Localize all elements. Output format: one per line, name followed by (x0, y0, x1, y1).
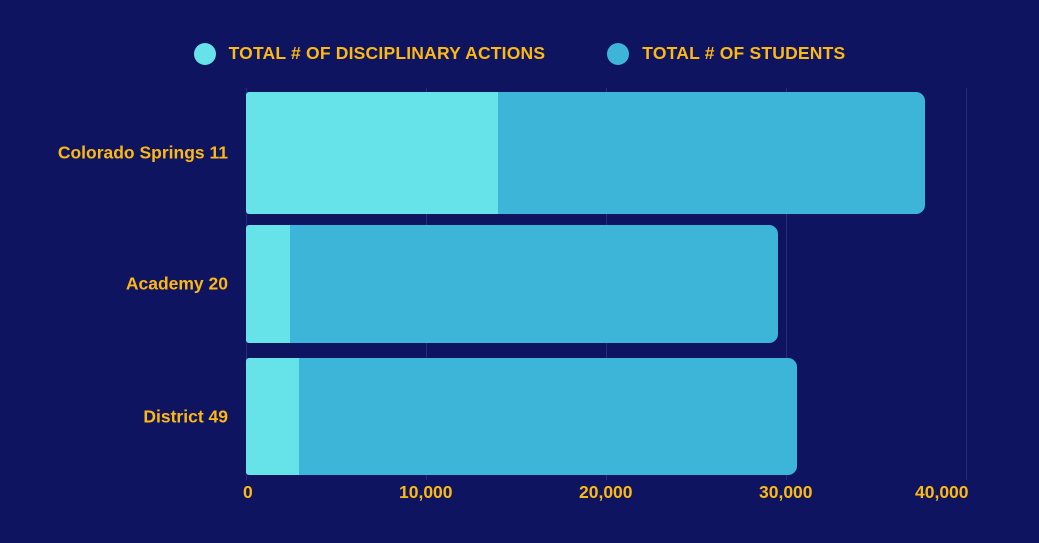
legend-item-label: TOTAL # OF STUDENTS (642, 43, 846, 64)
y-axis-label-1: Colorado Springs 11 (57, 142, 228, 163)
legend-item-disciplinary-actions[interactable]: TOTAL # OF DISCIPLINARY ACTIONS (193, 43, 546, 65)
circle-marker-icon (193, 43, 216, 65)
y-axis-label-2: Academy 20 (125, 273, 228, 294)
x-axis-tick-labels: 0 10,000 20,000 30,000 40,000 (243, 482, 969, 510)
x-tick-label: 10,000 (399, 482, 453, 502)
stacked-bar[interactable] (246, 92, 925, 214)
stacked-bar[interactable] (246, 225, 778, 343)
x-tick-label: 40,000 (915, 482, 969, 502)
bar-segment-disciplinary-actions[interactable] (246, 358, 300, 475)
legend-item-label: TOTAL # OF DISCIPLINARY ACTIONS (228, 43, 546, 64)
x-gridline (966, 88, 967, 480)
bar-segment-students[interactable] (498, 92, 925, 214)
stacked-bar[interactable] (246, 358, 797, 475)
x-tick-label: 20,000 (579, 482, 633, 502)
bar-row (246, 92, 966, 214)
x-tick-label: 30,000 (759, 482, 813, 502)
x-tick-label: 0 (243, 482, 253, 502)
bar-row (246, 225, 966, 343)
circle-marker-icon (607, 43, 630, 65)
y-axis-label-3: District 49 (143, 405, 228, 426)
bar-segment-students[interactable] (290, 225, 778, 343)
x-gridline (786, 88, 787, 480)
plot-area (246, 88, 967, 480)
chart-legend: TOTAL # OF DISCIPLINARY ACTIONS TOTAL # … (0, 38, 1039, 70)
legend-item-students[interactable]: TOTAL # OF STUDENTS (607, 43, 845, 65)
bar-segment-students[interactable] (299, 358, 797, 475)
bar-segment-disciplinary-actions[interactable] (246, 225, 291, 343)
bar-segment-disciplinary-actions[interactable] (246, 92, 498, 214)
bar-row (246, 358, 966, 475)
y-axis-category-labels: Colorado Springs 11 Academy 20 District 49 (0, 88, 228, 480)
